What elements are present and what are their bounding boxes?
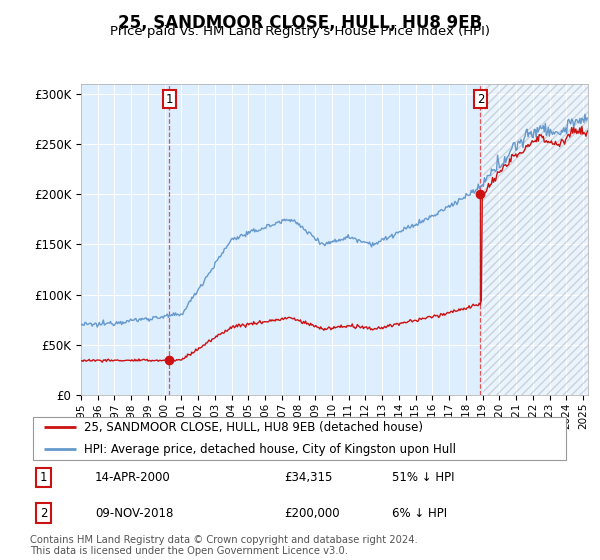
Bar bbox=[482, 84, 588, 395]
Text: 09-NOV-2018: 09-NOV-2018 bbox=[95, 507, 173, 520]
Text: £34,315: £34,315 bbox=[284, 471, 332, 484]
Text: 14-APR-2000: 14-APR-2000 bbox=[95, 471, 170, 484]
Text: 2: 2 bbox=[476, 92, 484, 105]
Text: 25, SANDMOOR CLOSE, HULL, HU8 9EB: 25, SANDMOOR CLOSE, HULL, HU8 9EB bbox=[118, 14, 482, 32]
Text: HPI: Average price, detached house, City of Kingston upon Hull: HPI: Average price, detached house, City… bbox=[84, 442, 456, 456]
Bar bbox=[482, 84, 588, 395]
Text: 2: 2 bbox=[40, 507, 47, 520]
FancyBboxPatch shape bbox=[33, 417, 566, 460]
Text: £200,000: £200,000 bbox=[284, 507, 340, 520]
Text: 1: 1 bbox=[40, 471, 47, 484]
Text: 6% ↓ HPI: 6% ↓ HPI bbox=[392, 507, 447, 520]
Text: Contains HM Land Registry data © Crown copyright and database right 2024.
This d: Contains HM Land Registry data © Crown c… bbox=[30, 535, 418, 557]
Text: 51% ↓ HPI: 51% ↓ HPI bbox=[392, 471, 454, 484]
Text: Price paid vs. HM Land Registry's House Price Index (HPI): Price paid vs. HM Land Registry's House … bbox=[110, 25, 490, 38]
Text: 25, SANDMOOR CLOSE, HULL, HU8 9EB (detached house): 25, SANDMOOR CLOSE, HULL, HU8 9EB (detac… bbox=[84, 421, 423, 434]
Text: 1: 1 bbox=[166, 92, 173, 105]
